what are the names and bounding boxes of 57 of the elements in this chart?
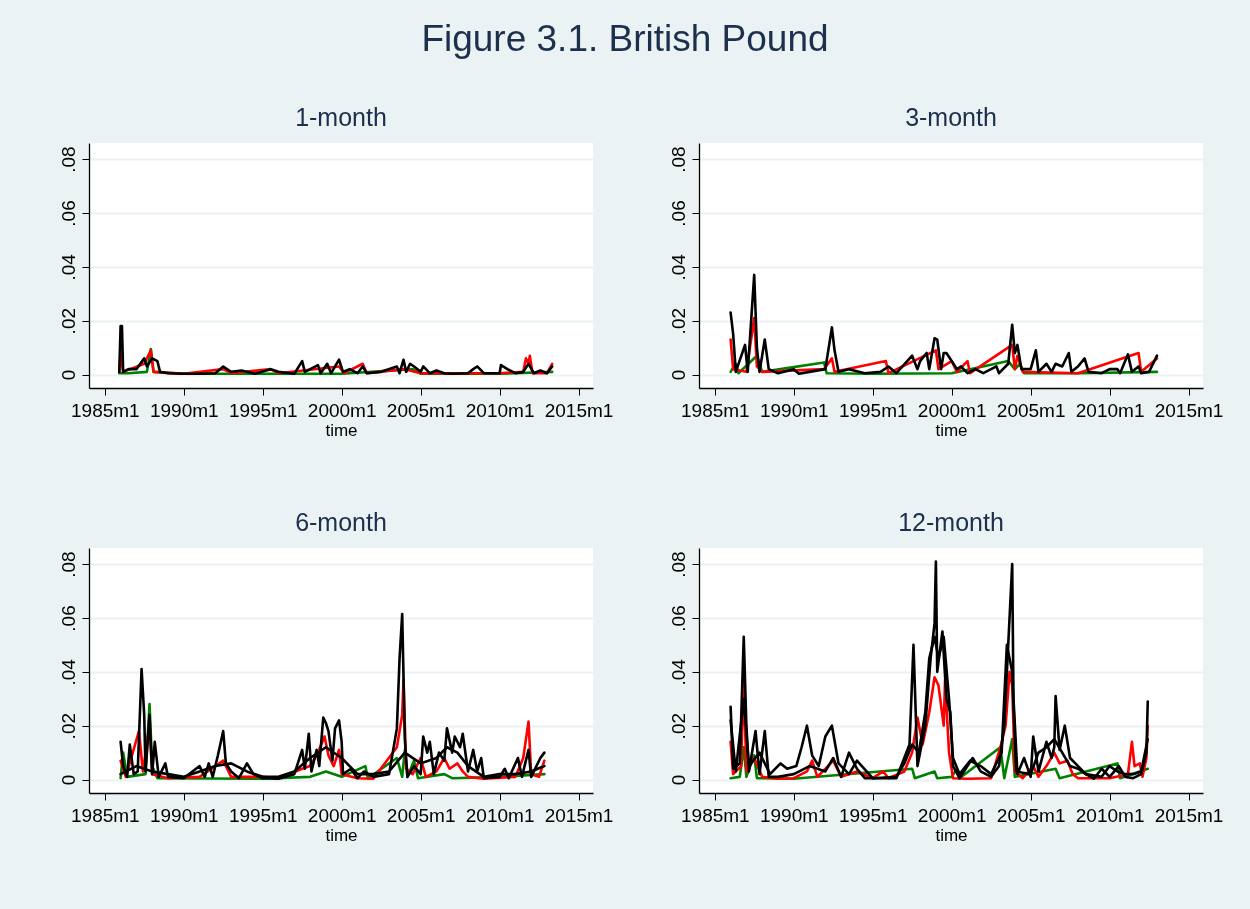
x-tick-label: 1995m1 bbox=[838, 804, 908, 826]
y-tick-label: .04 bbox=[57, 253, 79, 281]
x-axis-title: time bbox=[325, 420, 358, 440]
x-tick-label: 1985m1 bbox=[680, 399, 750, 421]
chart-title: 6-month bbox=[295, 508, 387, 536]
x-tick-label: 2015m1 bbox=[1154, 399, 1224, 421]
y-tick-label: .06 bbox=[57, 605, 79, 632]
y-tick-label: 0 bbox=[667, 774, 689, 786]
x-tick-label: 1995m1 bbox=[228, 399, 298, 421]
y-tick-label: .06 bbox=[667, 200, 689, 227]
x-tick-label: 2015m1 bbox=[544, 399, 614, 421]
x-tick-label: 1990m1 bbox=[759, 804, 829, 826]
x-tick-label: 2005m1 bbox=[386, 804, 456, 826]
x-tick-label: 2015m1 bbox=[544, 804, 614, 826]
x-axis-title: time bbox=[935, 825, 968, 845]
x-tick-label: 1995m1 bbox=[228, 804, 298, 826]
x-tick-label: 2005m1 bbox=[386, 399, 456, 421]
x-axis-title: time bbox=[325, 825, 358, 845]
x-tick-label: 2015m1 bbox=[1154, 804, 1224, 826]
x-tick-label: 1985m1 bbox=[70, 399, 140, 421]
x-tick-label: 1990m1 bbox=[759, 399, 829, 421]
y-tick-label: .04 bbox=[57, 658, 79, 686]
x-tick-label: 2000m1 bbox=[307, 804, 377, 826]
y-tick-label: .04 bbox=[667, 253, 689, 281]
x-tick-label: 2000m1 bbox=[307, 399, 377, 421]
y-tick-label: .06 bbox=[57, 200, 79, 227]
x-tick-label: 1985m1 bbox=[680, 804, 750, 826]
x-tick-label: 2000m1 bbox=[917, 399, 987, 421]
x-tick-label: 2000m1 bbox=[917, 804, 987, 826]
chart-title: 1-month bbox=[295, 103, 387, 131]
x-tick-label: 2010m1 bbox=[465, 399, 535, 421]
chart-title: 12-month bbox=[898, 508, 1004, 536]
y-tick-label: .08 bbox=[667, 146, 689, 173]
x-tick-label: 1990m1 bbox=[149, 399, 219, 421]
x-tick-label: 1985m1 bbox=[70, 804, 140, 826]
y-tick-label: 0 bbox=[57, 369, 79, 381]
chart-title: 3-month bbox=[905, 103, 997, 131]
x-tick-label: 2010m1 bbox=[465, 804, 535, 826]
x-axis-title: time bbox=[935, 420, 968, 440]
y-tick-label: .08 bbox=[57, 551, 79, 578]
y-tick-label: .04 bbox=[667, 658, 689, 686]
y-tick-label: .06 bbox=[667, 605, 689, 632]
x-tick-label: 2010m1 bbox=[1075, 804, 1145, 826]
text: Figure 3.1. British Pound bbox=[420, 18, 830, 60]
y-tick-label: .02 bbox=[57, 307, 79, 335]
y-tick-label: .08 bbox=[667, 551, 689, 578]
x-tick-label: 2010m1 bbox=[1075, 399, 1145, 421]
y-tick-label: .08 bbox=[57, 146, 79, 173]
x-tick-label: 1995m1 bbox=[838, 399, 908, 421]
x-tick-label: 2005m1 bbox=[996, 399, 1066, 421]
y-tick-label: 0 bbox=[667, 369, 689, 381]
y-tick-label: .02 bbox=[667, 712, 689, 740]
y-tick-label: .02 bbox=[57, 712, 79, 740]
x-tick-label: 2005m1 bbox=[996, 804, 1066, 826]
y-tick-label: .02 bbox=[667, 307, 689, 335]
y-tick-label: 0 bbox=[57, 774, 79, 786]
x-tick-label: 1990m1 bbox=[149, 804, 219, 826]
